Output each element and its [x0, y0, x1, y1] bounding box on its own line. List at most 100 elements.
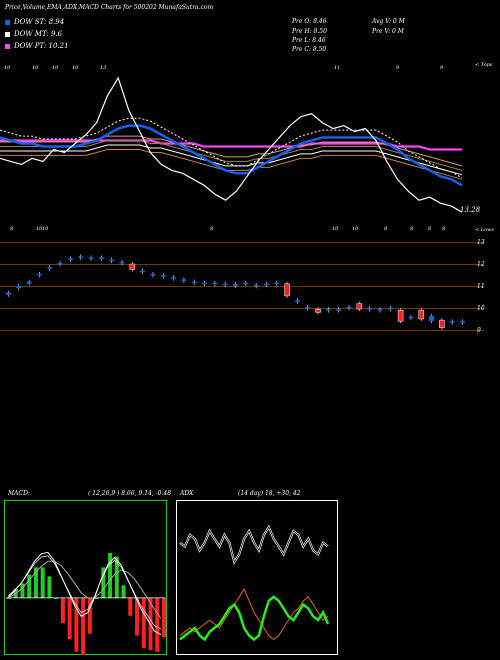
macd-histogram-bar [141, 597, 146, 649]
legend-dow-pt: DOW PT: 10.21 [5, 42, 69, 50]
adx-dx-line [179, 524, 329, 565]
legend-swatch-pt [5, 43, 10, 49]
candle-body [408, 316, 414, 319]
adx-label: ADX [180, 490, 194, 497]
macd-panel-border [4, 500, 167, 655]
candle-body [336, 309, 342, 311]
ema-mid-line-outer [0, 149, 463, 180]
candle-body [129, 263, 136, 270]
top-mark: 9 [396, 65, 400, 71]
legend-swatch-st [5, 19, 10, 25]
ema-mid-line-lower [0, 144, 463, 176]
info-prev-volume: Pre V: 0 M [372, 28, 404, 35]
macd-histogram-bar [87, 597, 92, 634]
bottom-mark: 8 [384, 226, 388, 232]
candle-body [160, 275, 166, 277]
price-gridline [0, 264, 484, 265]
price-gridline [0, 242, 484, 243]
price-level-label: 11 [477, 283, 485, 290]
bottom-mark: 8 [428, 226, 432, 232]
bottom-mark: 8 [210, 226, 214, 232]
ema-fast-line [0, 124, 463, 187]
adx-params: (14 day) 18, +30, 42 [238, 490, 301, 497]
candle-body [150, 273, 156, 276]
top-mark: 13 [100, 65, 107, 71]
macd-histogram-bar [162, 597, 166, 638]
candle-body [387, 308, 393, 310]
candle-body [109, 259, 115, 262]
macd-fast-line-shadow [7, 555, 162, 630]
macd-histogram-bar [60, 597, 65, 624]
candle-body [181, 279, 187, 281]
candle-body [57, 262, 63, 265]
macd-signal-line [7, 560, 162, 619]
price-level-label: 9 [477, 327, 481, 334]
candlestick-chart [6, 254, 465, 330]
candle-body [140, 270, 146, 273]
legend-label-st: DOW ST: 8.94 [14, 18, 65, 26]
candle-body [418, 309, 424, 320]
price-level-label: 13 [477, 239, 485, 246]
candle-body [233, 283, 238, 286]
macd-histogram-bar [128, 597, 133, 616]
adx-dx-line-core [179, 526, 329, 563]
candle-body [356, 303, 363, 310]
lows-label: < Lows [475, 227, 494, 233]
macd-histogram-bar [114, 556, 119, 598]
price-gridline [0, 308, 484, 309]
macd-histogram-bar [155, 597, 160, 652]
tops-label: < Tops [475, 62, 493, 68]
candle-body [98, 257, 104, 259]
macd-histogram-bar [20, 583, 25, 598]
top-mark: 10 [52, 65, 59, 71]
candle-body [253, 284, 259, 287]
macd-histogram-bar [33, 567, 38, 598]
ema-price-chart [0, 76, 463, 213]
adx-panel-border [176, 500, 338, 655]
candle-body [305, 306, 311, 309]
candle-body [367, 308, 373, 310]
top-mark: 10 [4, 65, 11, 71]
info-close: Pre C: 8.50 [292, 46, 327, 53]
legend-dow-st: DOW ST: 8.94 [5, 18, 64, 26]
macd-histogram-bar [121, 585, 126, 598]
macd-label: MACD: [8, 490, 30, 497]
last-ema-value: 13.28 [460, 206, 481, 214]
candle-body [202, 282, 208, 285]
price-close-line [0, 76, 463, 213]
info-open: Pre O: 8.46 [292, 18, 327, 25]
candle-body [88, 257, 94, 259]
candle-body [119, 261, 125, 264]
macd-histogram-bar [94, 597, 99, 599]
candle-body [263, 283, 269, 286]
bottom-mark: 8 [442, 226, 446, 232]
legend-dow-mt: DOW MT: 9.6 [5, 30, 62, 38]
candle-body [26, 281, 32, 284]
macd-histogram-bar [101, 567, 106, 598]
candle-body [449, 321, 455, 323]
candle-body [36, 273, 42, 276]
info-low: Pre L: 8.46 [292, 37, 326, 44]
macd-histogram-bar [74, 597, 79, 652]
legend-label-pt: DOW PT: 10.21 [14, 42, 69, 50]
candle-body [243, 282, 249, 285]
candle-body [325, 309, 331, 311]
bottom-mark: 10 [42, 226, 49, 232]
candle-body [377, 309, 383, 311]
candle-body [274, 282, 280, 285]
bottom-mark: 10 [332, 226, 339, 232]
macd-histogram-bar [40, 567, 45, 598]
bottom-mark: 10 [36, 226, 43, 232]
candle-body [397, 309, 404, 322]
candle-body [191, 281, 197, 284]
adx-chart [176, 500, 338, 655]
candle-body [429, 315, 435, 322]
macd-histogram-bar [81, 597, 86, 655]
bottom-mark: 8 [410, 226, 414, 232]
candle-body [294, 300, 300, 302]
adx-plus-di-line [179, 595, 330, 642]
candle-body [460, 321, 465, 323]
candle-body [47, 267, 53, 269]
legend-label-mt: DOW MT: 9.6 [14, 30, 63, 38]
info-avg-volume: Avg V: 0 M [372, 18, 405, 25]
